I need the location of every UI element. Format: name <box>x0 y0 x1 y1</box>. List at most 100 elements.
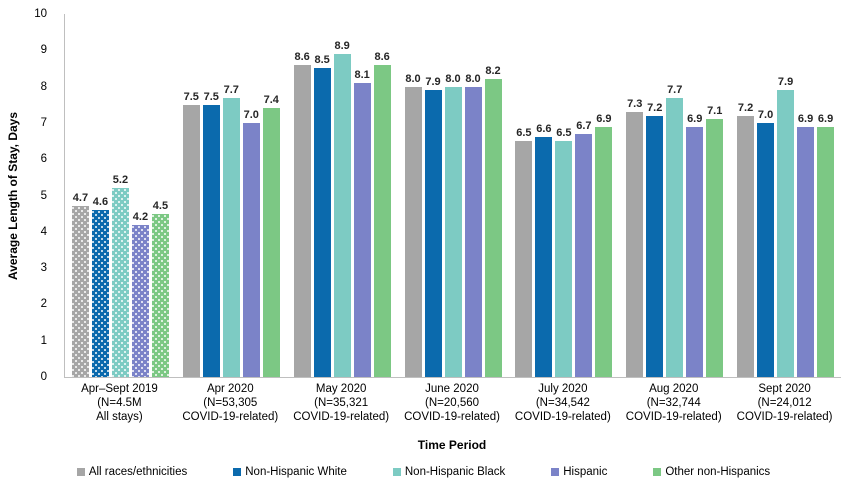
bar-with-label: 8.0 <box>464 14 482 377</box>
bar-value-label: 7.0 <box>757 108 774 121</box>
bar-value-label: 8.9 <box>334 39 350 52</box>
bar-value-label: 6.9 <box>797 112 814 125</box>
legend-item: Non-Hispanic White <box>233 466 347 478</box>
bar <box>202 104 220 377</box>
bar <box>151 213 169 377</box>
x-category-label: June 2020 (N=20,560 COVID-19-related) <box>404 383 500 423</box>
bar <box>333 53 351 377</box>
bar-with-label: 7.1 <box>706 14 724 377</box>
bar-with-label: 8.6 <box>373 14 391 377</box>
bar-value-label: 7.5 <box>183 90 199 103</box>
bar-with-label: 7.0 <box>242 14 260 377</box>
bar <box>686 126 704 377</box>
bar <box>464 86 482 377</box>
y-tick-label: 10 <box>34 8 47 20</box>
bar <box>757 122 775 377</box>
bar-with-label: 5.2 <box>111 14 129 377</box>
bar <box>626 112 644 377</box>
y-tick-label: 9 <box>40 44 47 57</box>
bar <box>575 133 593 377</box>
bar <box>515 141 533 377</box>
bar-group: 8.6 8.5 8.9 8.1 8.6 <box>287 14 398 377</box>
bar <box>373 64 391 377</box>
bar-value-label: 6.9 <box>596 112 612 125</box>
bar-with-label: 7.9 <box>424 14 442 377</box>
bar <box>817 126 835 377</box>
bar <box>737 115 755 377</box>
bar-value-label: 7.1 <box>707 105 723 118</box>
y-axis-ticks: 0 1 2 3 4 5 6 7 8 9 10 <box>0 8 47 383</box>
legend-swatch-icon <box>653 468 662 476</box>
bar-value-label: 8.1 <box>354 68 370 81</box>
bar <box>424 90 442 377</box>
bar <box>777 90 795 377</box>
bar-with-label: 7.2 <box>646 14 664 377</box>
y-tick-label: 2 <box>40 298 47 311</box>
legend-label: Hispanic <box>563 466 608 478</box>
bar-value-label: 8.2 <box>485 65 501 78</box>
bar <box>706 119 724 377</box>
bar-with-label: 4.7 <box>71 14 89 377</box>
bar-value-label: 4.2 <box>132 210 149 223</box>
bar-value-label: 7.7 <box>223 83 239 96</box>
bar <box>595 126 613 377</box>
bar-with-label: 8.5 <box>313 14 331 377</box>
bar-with-label: 8.0 <box>404 14 422 377</box>
bar-group: 6.5 6.6 6.5 6.7 6.9 <box>508 14 619 377</box>
bar <box>444 86 462 377</box>
bar-value-label: 8.0 <box>405 72 421 85</box>
bar-value-label: 4.6 <box>92 196 109 209</box>
bar-value-label: 7.4 <box>263 94 279 107</box>
y-tick-label: 0 <box>40 371 47 383</box>
bar <box>111 188 129 377</box>
legend-label: Other non-Hispanics <box>665 466 771 478</box>
bar <box>404 86 422 377</box>
bar-with-label: 6.9 <box>595 14 613 377</box>
bar-with-label: 7.4 <box>262 14 280 377</box>
bar-value-label: 7.0 <box>243 108 259 121</box>
bar-group: 7.5 7.5 7.7 7.0 7.4 <box>176 14 287 377</box>
bar <box>71 206 89 377</box>
bar <box>242 122 260 377</box>
legend-label: All races/ethnicities <box>88 466 188 478</box>
legend-item: Non-Hispanic Black <box>392 466 506 478</box>
legend-label: Non-Hispanic White <box>245 466 347 478</box>
y-tick-label: 7 <box>40 116 47 129</box>
bar-value-label: 6.9 <box>687 112 703 125</box>
bar <box>222 97 240 377</box>
bar <box>293 64 311 377</box>
legend-swatch-icon <box>392 468 401 476</box>
bar-value-label: 8.5 <box>314 54 330 67</box>
bar-with-label: 7.5 <box>182 14 200 377</box>
bar <box>182 104 200 377</box>
bar-value-label: 7.5 <box>203 90 219 103</box>
bar-with-label: 6.5 <box>555 14 573 377</box>
y-tick-label: 4 <box>40 225 47 238</box>
bar-value-label: 8.0 <box>465 72 481 85</box>
x-category-label: Aug 2020 (N=32,744 COVID-19-related) <box>625 383 722 423</box>
x-category-label: May 2020 (N=35,321 COVID-19-related) <box>293 383 390 423</box>
y-tick-label: 5 <box>40 189 47 202</box>
legend-label: Non-Hispanic Black <box>404 466 506 478</box>
bar-value-label: 8.6 <box>374 50 390 63</box>
legend-item: Other non-Hispanics <box>653 466 770 478</box>
bar <box>646 115 664 377</box>
x-category-label: Apr 2020 (N=53,305 COVID-19-related) <box>182 383 279 423</box>
y-tick-label: 1 <box>40 334 47 347</box>
bar-value-label: 7.2 <box>737 101 754 114</box>
x-category-label: July 2020 (N=34,542 COVID-19-related) <box>514 383 611 423</box>
bar-with-label: 6.6 <box>535 14 553 377</box>
bar-value-label: 7.9 <box>425 76 441 89</box>
bar-with-label: 6.9 <box>817 14 835 377</box>
bar <box>555 141 573 377</box>
bar-group: 7.2 7.0 7.9 6.9 6.9 <box>730 14 841 377</box>
bar-value-label: 7.2 <box>647 101 663 114</box>
bar-with-label: 7.5 <box>202 14 220 377</box>
bar-value-label: 4.5 <box>152 199 169 212</box>
bar-value-label: 5.2 <box>112 174 129 187</box>
bar-value-label: 7.9 <box>777 76 794 89</box>
bar-groups: 4.7 4.6 5.2 4.2 4.5 7.5 7.5 7.7 7.0 7.4 8.6 8.5 8.9 8… <box>65 14 841 377</box>
x-axis-labels: Apr–Sept 2019 (N=4.5M All stays) Apr 2020 (N… <box>64 382 840 424</box>
bar-with-label: 7.2 <box>737 14 755 377</box>
